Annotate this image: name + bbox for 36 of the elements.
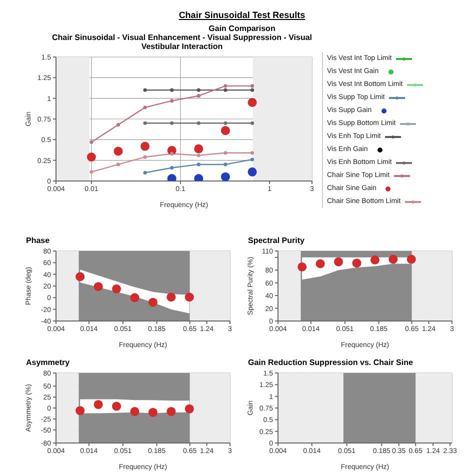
- point: [112, 402, 122, 411]
- point: [220, 126, 230, 136]
- point: [184, 404, 194, 414]
- point: [352, 258, 362, 268]
- point: [248, 167, 257, 176]
- point: [298, 262, 307, 272]
- point: [166, 406, 176, 416]
- chart-title: Phase: [25, 236, 51, 245]
- point: [112, 284, 122, 294]
- point: [94, 282, 103, 292]
- chart-title: Asymmetry: [25, 358, 71, 367]
- point: [248, 98, 257, 107]
- point: [184, 292, 194, 302]
- point: [220, 172, 230, 181]
- point: [388, 254, 398, 264]
- point: [148, 298, 158, 307]
- point: [94, 400, 103, 410]
- point: [76, 406, 85, 416]
- point: [316, 259, 325, 268]
- point: [114, 146, 123, 156]
- text: Chair Sinusoidal Test Results: [178, 10, 306, 20]
- point: [406, 254, 416, 264]
- chart-title: Gain Reduction Suppression vs. Chair Sine: [247, 358, 414, 367]
- chart-title: Gain Comparison: [208, 24, 276, 33]
- point: [140, 142, 150, 151]
- point: [166, 292, 176, 302]
- point: [370, 255, 380, 264]
- chart-title: Spectral Purity: [247, 236, 306, 245]
- point: [194, 144, 204, 154]
- point: [130, 293, 140, 302]
- point: [130, 406, 140, 416]
- point: [148, 408, 158, 417]
- point: [334, 257, 344, 266]
- point: [86, 152, 96, 162]
- point: [76, 272, 85, 282]
- chart-subtitle: Chair Sinusoidal - Visual Enhancement - Visual Suppression - Visual Vestibular Interaction: [50, 33, 314, 51]
